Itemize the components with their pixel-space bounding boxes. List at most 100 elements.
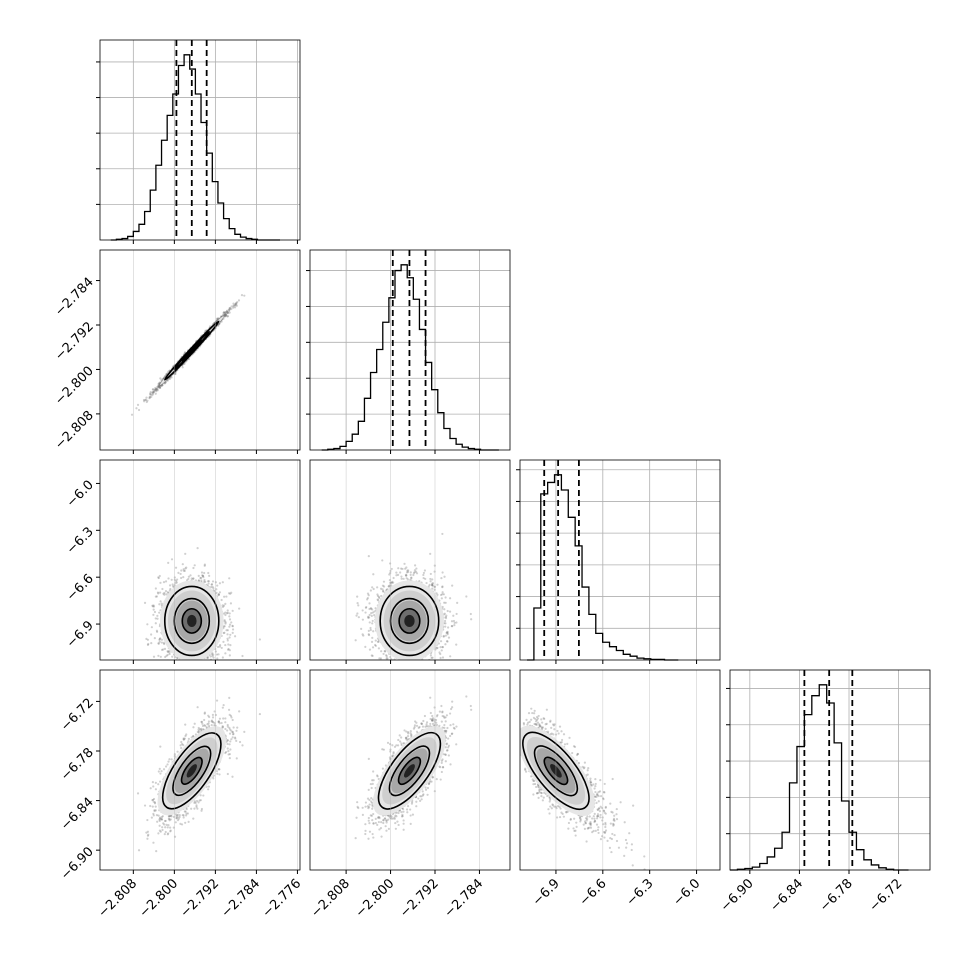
panel-background: [100, 250, 300, 450]
sample-point: [447, 636, 451, 639]
sample-point: [156, 591, 160, 594]
sample-point: [202, 576, 205, 579]
sample-point: [170, 376, 173, 379]
sample-point: [225, 310, 228, 313]
sample-point: [221, 656, 224, 659]
sample-point: [228, 577, 231, 580]
sample-point: [185, 566, 188, 569]
sample-point: [226, 311, 230, 315]
sample-point: [149, 392, 152, 395]
sample-point: [451, 584, 454, 587]
sample-point: [356, 602, 359, 605]
sample-point: [212, 656, 215, 659]
sample-point: [364, 611, 367, 614]
sample-point: [167, 650, 171, 653]
sample-point: [217, 324, 220, 327]
sample-point: [440, 576, 443, 580]
sample-point: [224, 311, 227, 314]
sample-point: [220, 598, 223, 602]
sample-point: [183, 662, 185, 664]
sample-point: [201, 574, 204, 577]
sample-point: [159, 655, 162, 658]
sample-point: [157, 642, 160, 645]
sample-point: [145, 396, 148, 399]
sample-point: [401, 667, 403, 669]
sample-point: [149, 393, 152, 396]
sample-point: [223, 315, 226, 318]
sample-point: [407, 569, 410, 572]
sample-point: [182, 568, 185, 571]
sample-point: [157, 385, 161, 388]
sample-point: [402, 577, 405, 580]
sample-point: [221, 604, 224, 607]
histogram-step-line: [730, 684, 909, 871]
sample-point: [207, 580, 211, 583]
sample-point: [167, 370, 170, 373]
sample-point: [206, 580, 210, 583]
sample-point: [200, 571, 204, 574]
sample-point: [218, 582, 222, 585]
sample-point: [364, 606, 368, 609]
sample-point: [224, 652, 227, 655]
sample-point: [143, 400, 146, 403]
sample-point: [224, 313, 227, 317]
sample-point: [225, 595, 228, 598]
sample-point: [217, 593, 220, 596]
sample-point: [223, 313, 227, 317]
sample-point: [228, 308, 231, 311]
sample-point: [215, 588, 218, 591]
histogram-frame: [99, 39, 301, 241]
histogram-panel-1: [306, 249, 511, 451]
sample-point: [179, 572, 182, 576]
sample-point: [152, 604, 155, 607]
sample-point: [222, 604, 226, 607]
sample-point: [164, 381, 167, 384]
sample-point: [385, 655, 388, 658]
sample-point: [372, 587, 375, 591]
sample-point: [233, 306, 237, 309]
sample-point: [224, 621, 227, 624]
sample-point: [241, 654, 244, 658]
sample-point: [219, 644, 222, 647]
sample-point: [151, 390, 154, 394]
sample-point: [146, 643, 150, 646]
sample-point: [168, 377, 172, 380]
sample-point: [144, 398, 147, 402]
sample-point: [372, 660, 374, 662]
sample-point: [190, 577, 193, 580]
sample-point: [166, 650, 169, 653]
sample-point: [161, 384, 164, 387]
sample-point: [159, 386, 162, 389]
sample-point: [224, 314, 228, 317]
sample-point: [156, 385, 159, 389]
sample-point: [228, 636, 231, 639]
sample-point: [222, 311, 226, 314]
sample-point: [413, 569, 417, 572]
sample-point: [146, 638, 150, 641]
sample-point: [157, 592, 160, 595]
sample-point: [225, 612, 228, 615]
sample-point: [152, 390, 155, 394]
sample-point: [197, 667, 199, 669]
sample-point: [229, 602, 233, 605]
sample-point: [155, 390, 158, 393]
sample-point: [212, 653, 215, 656]
sample-point: [218, 645, 221, 648]
sample-point: [381, 584, 385, 587]
sample-point: [224, 311, 227, 314]
sample-point: [226, 315, 229, 318]
sample-point: [152, 388, 155, 391]
sample-point: [208, 574, 211, 577]
sample-point: [154, 387, 158, 390]
sample-point: [258, 638, 261, 641]
sample-point: [155, 629, 159, 632]
sample-point: [159, 581, 162, 584]
sample-point: [224, 611, 227, 614]
histogram-panel-0: [96, 39, 301, 241]
sample-point: [367, 616, 370, 620]
sample-point: [231, 628, 235, 631]
sample-point: [431, 582, 435, 585]
sample-point: [158, 381, 161, 384]
sample-point: [230, 591, 233, 594]
sample-point: [174, 581, 177, 585]
